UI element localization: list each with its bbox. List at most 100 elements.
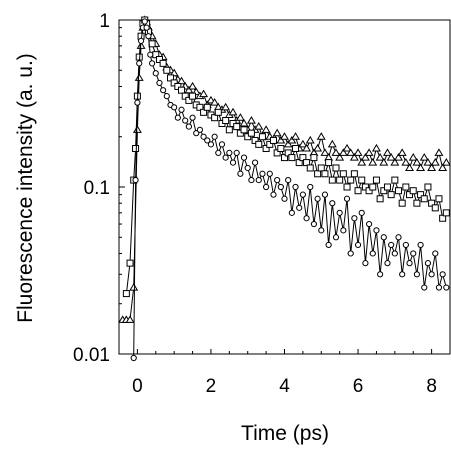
data-point-square bbox=[369, 183, 377, 191]
data-point-triangle bbox=[338, 148, 348, 156]
data-point-triangle bbox=[401, 158, 411, 166]
data-point-square bbox=[402, 183, 410, 191]
data-point-square bbox=[343, 183, 351, 191]
data-point-circle bbox=[240, 154, 248, 161]
data-point-circle bbox=[285, 176, 292, 184]
data-point-circle bbox=[244, 164, 251, 172]
data-point-circle bbox=[178, 106, 185, 113]
data-point-triangle bbox=[313, 143, 323, 152]
data-point-circle bbox=[222, 154, 229, 161]
data-point-square bbox=[380, 187, 388, 195]
data-point-circle bbox=[321, 191, 329, 198]
data-point-triangle bbox=[349, 153, 359, 161]
data-point-square bbox=[428, 199, 436, 207]
data-point-triangle bbox=[316, 132, 326, 140]
data-point-circle bbox=[196, 126, 204, 133]
series-line-triangle bbox=[122, 18, 447, 321]
data-point-triangle bbox=[342, 143, 352, 152]
data-point-circle bbox=[163, 93, 170, 100]
data-point-triangle bbox=[125, 315, 135, 323]
y-tick-label: 0.1 bbox=[84, 178, 110, 199]
data-point-triangle bbox=[364, 148, 374, 156]
data-point-triangle bbox=[390, 158, 400, 166]
data-point-circle bbox=[384, 260, 391, 267]
data-point-circle bbox=[137, 37, 145, 44]
data-point-square bbox=[196, 103, 204, 111]
data-point-circle bbox=[365, 220, 373, 228]
y-axis: 0.01 0.1 1 bbox=[73, 11, 125, 366]
data-point-circle bbox=[318, 227, 325, 234]
data-point-circle bbox=[149, 60, 156, 67]
data-point-circle bbox=[189, 114, 196, 121]
data-point-square bbox=[132, 145, 140, 153]
data-point-square bbox=[211, 114, 219, 122]
data-point-square bbox=[277, 145, 285, 153]
x-tick-label: 4 bbox=[279, 376, 290, 397]
data-point-circle bbox=[428, 271, 435, 278]
data-point-square bbox=[398, 199, 406, 207]
data-point-circle bbox=[259, 170, 266, 177]
x-tick-label: 6 bbox=[353, 376, 364, 397]
data-point-square bbox=[295, 159, 303, 167]
data-point-circle bbox=[439, 271, 446, 278]
data-point-triangle bbox=[427, 163, 437, 171]
data-point-triangle bbox=[327, 139, 337, 148]
x-tick-label: 2 bbox=[206, 376, 217, 397]
data-point-circle bbox=[218, 141, 226, 148]
data-point-circle bbox=[229, 159, 237, 166]
data-point-triangle bbox=[305, 135, 315, 144]
data-point-circle bbox=[277, 183, 284, 191]
data-point-triangle bbox=[276, 135, 286, 144]
data-point-circle bbox=[147, 51, 154, 58]
data-point-triangle bbox=[132, 125, 142, 133]
data-point-square bbox=[354, 187, 362, 195]
data-point-square bbox=[203, 103, 211, 111]
data-point-square bbox=[350, 170, 358, 178]
data-point-square bbox=[358, 176, 366, 184]
data-point-circle bbox=[270, 191, 277, 198]
data-point-triangle bbox=[129, 282, 139, 291]
y-tick-label: 1 bbox=[99, 11, 110, 32]
data-point-triangle bbox=[368, 158, 378, 166]
data-point-circle bbox=[310, 220, 318, 228]
data-point-square bbox=[288, 154, 296, 162]
data-point-square bbox=[122, 290, 130, 298]
data-point-triangle bbox=[386, 153, 396, 161]
data-point-circle bbox=[215, 149, 222, 157]
x-tick-label: 0 bbox=[132, 376, 143, 397]
data-point-square bbox=[126, 259, 134, 267]
data-point-square bbox=[391, 176, 399, 184]
data-point-circle bbox=[332, 234, 340, 241]
data-point-triangle bbox=[346, 148, 356, 156]
data-point-circle bbox=[347, 250, 354, 257]
data-point-triangle bbox=[261, 125, 271, 133]
data-point-circle bbox=[226, 149, 233, 157]
data-point-square bbox=[155, 56, 163, 64]
data-point-square bbox=[376, 195, 384, 203]
data-point-square bbox=[306, 164, 314, 172]
data-point-circle bbox=[211, 133, 218, 140]
data-point-circle bbox=[237, 170, 244, 177]
data-point-triangle bbox=[397, 148, 407, 156]
data-point-circle bbox=[266, 170, 273, 177]
data-point-circle bbox=[421, 284, 428, 291]
data-point-square bbox=[159, 59, 167, 67]
data-point-circle bbox=[292, 183, 299, 191]
data-point-triangle bbox=[331, 148, 341, 156]
data-point-square bbox=[292, 145, 300, 153]
data-point-square bbox=[170, 79, 178, 87]
data-point-triangle bbox=[302, 143, 312, 152]
data-point-square bbox=[314, 170, 322, 178]
data-point-square bbox=[189, 92, 197, 100]
data-point-circle bbox=[435, 284, 443, 291]
data-point-triangle bbox=[283, 139, 293, 148]
data-point-square bbox=[255, 140, 263, 148]
data-point-circle bbox=[391, 250, 398, 257]
data-point-square bbox=[420, 195, 428, 203]
data-point-square bbox=[409, 187, 417, 195]
data-point-square bbox=[200, 108, 208, 116]
data-point-circle bbox=[307, 183, 314, 191]
data-point-circle bbox=[204, 137, 211, 144]
x-axis-title: Time (ps) bbox=[241, 422, 329, 445]
data-point-circle bbox=[160, 87, 167, 94]
